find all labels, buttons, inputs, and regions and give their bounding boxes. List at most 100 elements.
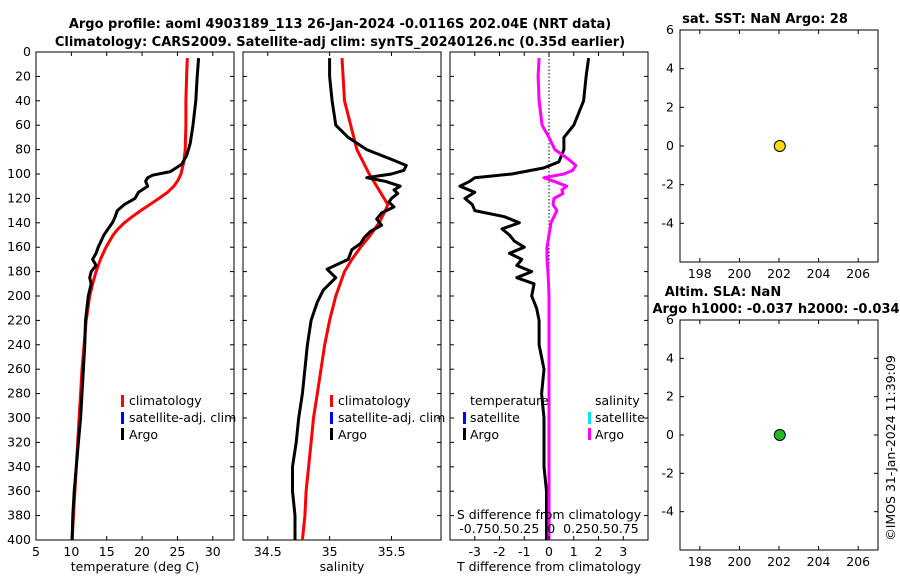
salinity-xlabel: salinity (320, 559, 365, 574)
xtick-label: 204 (807, 554, 831, 569)
xtick-label: 34.5 (254, 544, 282, 559)
legend-argo-swatch (330, 428, 333, 440)
ytick-label: -2 (662, 465, 674, 480)
xtick-label: -1 (518, 544, 530, 559)
ytick-label: 160 (7, 239, 31, 254)
legend-climatology-swatch (121, 395, 124, 407)
ytick-label: 4 (666, 61, 674, 76)
xtick-label: 35 (322, 544, 338, 559)
ytick-label: 180 (7, 264, 31, 279)
ytick-label: 220 (7, 312, 31, 327)
sst-title: sat. SST: NaN Argo: 28 (682, 12, 848, 27)
ytick-label: 80 (15, 142, 31, 157)
xtick-label: 1 (570, 544, 578, 559)
ytick-label: 120 (7, 190, 31, 205)
temperature-panel: 0 20 40 60 80 100 120 140 160 180 200 220 240 260 280 3… (7, 44, 236, 574)
xtick-label: 198 (688, 554, 712, 569)
xtick-label: -2 (493, 544, 505, 559)
ytick-label: -4 (662, 215, 675, 230)
xtick-label: 35.5 (378, 544, 406, 559)
legend-s-argo-swatch (588, 428, 591, 440)
legend-temperature-title: temperature (470, 393, 549, 408)
sla-panel: Altim. SLA: NaN Argo h1000: -0.037 h2000… (652, 285, 899, 569)
ytick-label: 4 (666, 350, 674, 365)
series-line-argo (291, 58, 408, 540)
ytick-label: 240 (7, 337, 31, 352)
difference-panel: -3 -2 -1 0 1 2 3 S difference from climatology… (449, 51, 649, 574)
difference-legend-salinity: salinity satellite Argo (588, 393, 645, 442)
xtick-label: 206 (846, 266, 870, 281)
xtick-label: 30 (205, 544, 221, 559)
xtick-label: 0 (545, 544, 553, 559)
xtick-label: 3 (619, 544, 627, 559)
legend-climatology-swatch (330, 395, 333, 407)
legend-satellite-swatch (121, 412, 124, 424)
temperature-axes-frame (35, 51, 235, 541)
ytick-label: 280 (7, 386, 31, 401)
ytick-label: 400 (7, 532, 31, 547)
ytick-label: 40 (15, 93, 31, 108)
legend-satellite-label: satellite-adj. clim (129, 410, 236, 425)
xtick-label: -3 (469, 544, 481, 559)
sla-title-line1: Altim. SLA: NaN (665, 285, 781, 300)
legend-satellite-swatch (330, 412, 333, 424)
legend-s-satellite-swatch (588, 412, 591, 424)
xtick-label: 202 (767, 554, 791, 569)
series-line-climatology (300, 58, 390, 541)
legend-salinity-title: salinity (595, 393, 640, 408)
series-line-argo (70, 57, 201, 541)
legend-t-satellite-label: satellite (470, 410, 520, 425)
difference-legend-temperature: temperature satellite Argo (463, 393, 549, 442)
legend-argo-swatch (121, 428, 124, 440)
xtick-label: 202 (767, 266, 791, 281)
ytick-label: 200 (7, 288, 31, 303)
legend-satellite-label: satellite-adj. clim (338, 410, 445, 425)
legend-climatology-label: climatology (338, 393, 411, 408)
xtick-label: 198 (688, 266, 712, 281)
legend-s-argo-label: Argo (595, 427, 624, 442)
header-title-line1: Argo profile: aoml 4903189_113 26-Jan-20… (69, 17, 611, 32)
legend-s-satellite-label: satellite (595, 410, 645, 425)
ytick-label: 60 (15, 117, 31, 132)
xtick-label: 204 (807, 266, 831, 281)
xtick-label: 10 (63, 544, 79, 559)
sla-title-line2: Argo h1000: -0.037 h2000: -0.034 (652, 302, 899, 317)
legend-climatology-label: climatology (129, 393, 202, 408)
ytick-label: 380 (7, 508, 31, 523)
ytick-label: 0 (23, 44, 31, 59)
legend-t-argo-label: Argo (470, 427, 499, 442)
salinity-legend: climatology satellite-adj. clim Argo (330, 393, 445, 442)
xtick-label: 20 (134, 544, 150, 559)
temperature-legend: climatology satellite-adj. clim Argo (121, 393, 236, 442)
ytick-label: 140 (7, 215, 31, 230)
ytick-label: 260 (7, 361, 31, 376)
ytick-label: 300 (7, 410, 31, 425)
series-line-t-difference (458, 57, 591, 540)
series-line-s-difference (536, 58, 578, 540)
imos-timestamp: ©IMOS 31-Jan-2024 11:39:09 (883, 355, 898, 541)
difference-top-label: S difference from climatology (457, 507, 642, 522)
salinity-panel: 34.5 35 35.5 salinity climatology satellit… (242, 51, 445, 574)
xtick-label: 25 (169, 544, 185, 559)
ytick-label: 320 (7, 434, 31, 449)
sst-panel: sat. SST: NaN Argo: 28 198 200 202 204 206-4… (662, 12, 879, 281)
legend-t-argo-swatch (463, 428, 466, 440)
ytick-label: 2 (666, 389, 674, 404)
difference-xlabel: T difference from climatology (456, 559, 642, 574)
ytick-label: 340 (7, 459, 31, 474)
salinity-axes-frame (242, 51, 442, 541)
ytick-label: 20 (15, 68, 31, 83)
legend-argo-label: Argo (338, 427, 367, 442)
temperature-xlabel: temperature (deg C) (71, 559, 200, 574)
ytick-label: 2 (666, 99, 674, 114)
data-point (773, 140, 786, 152)
xtick-label: 15 (99, 544, 115, 559)
data-point (773, 429, 786, 441)
ytick-label: 6 (666, 312, 674, 327)
xtick-label: 2 (595, 544, 603, 559)
ytick-label: -2 (662, 177, 674, 192)
difference-top-ticks: -0.750.50.25 0 0.250.50.75 (459, 521, 638, 536)
ytick-label: 0 (666, 138, 674, 153)
header-title-line2: Climatology: CARS2009. Satellite-adj cli… (55, 35, 625, 50)
